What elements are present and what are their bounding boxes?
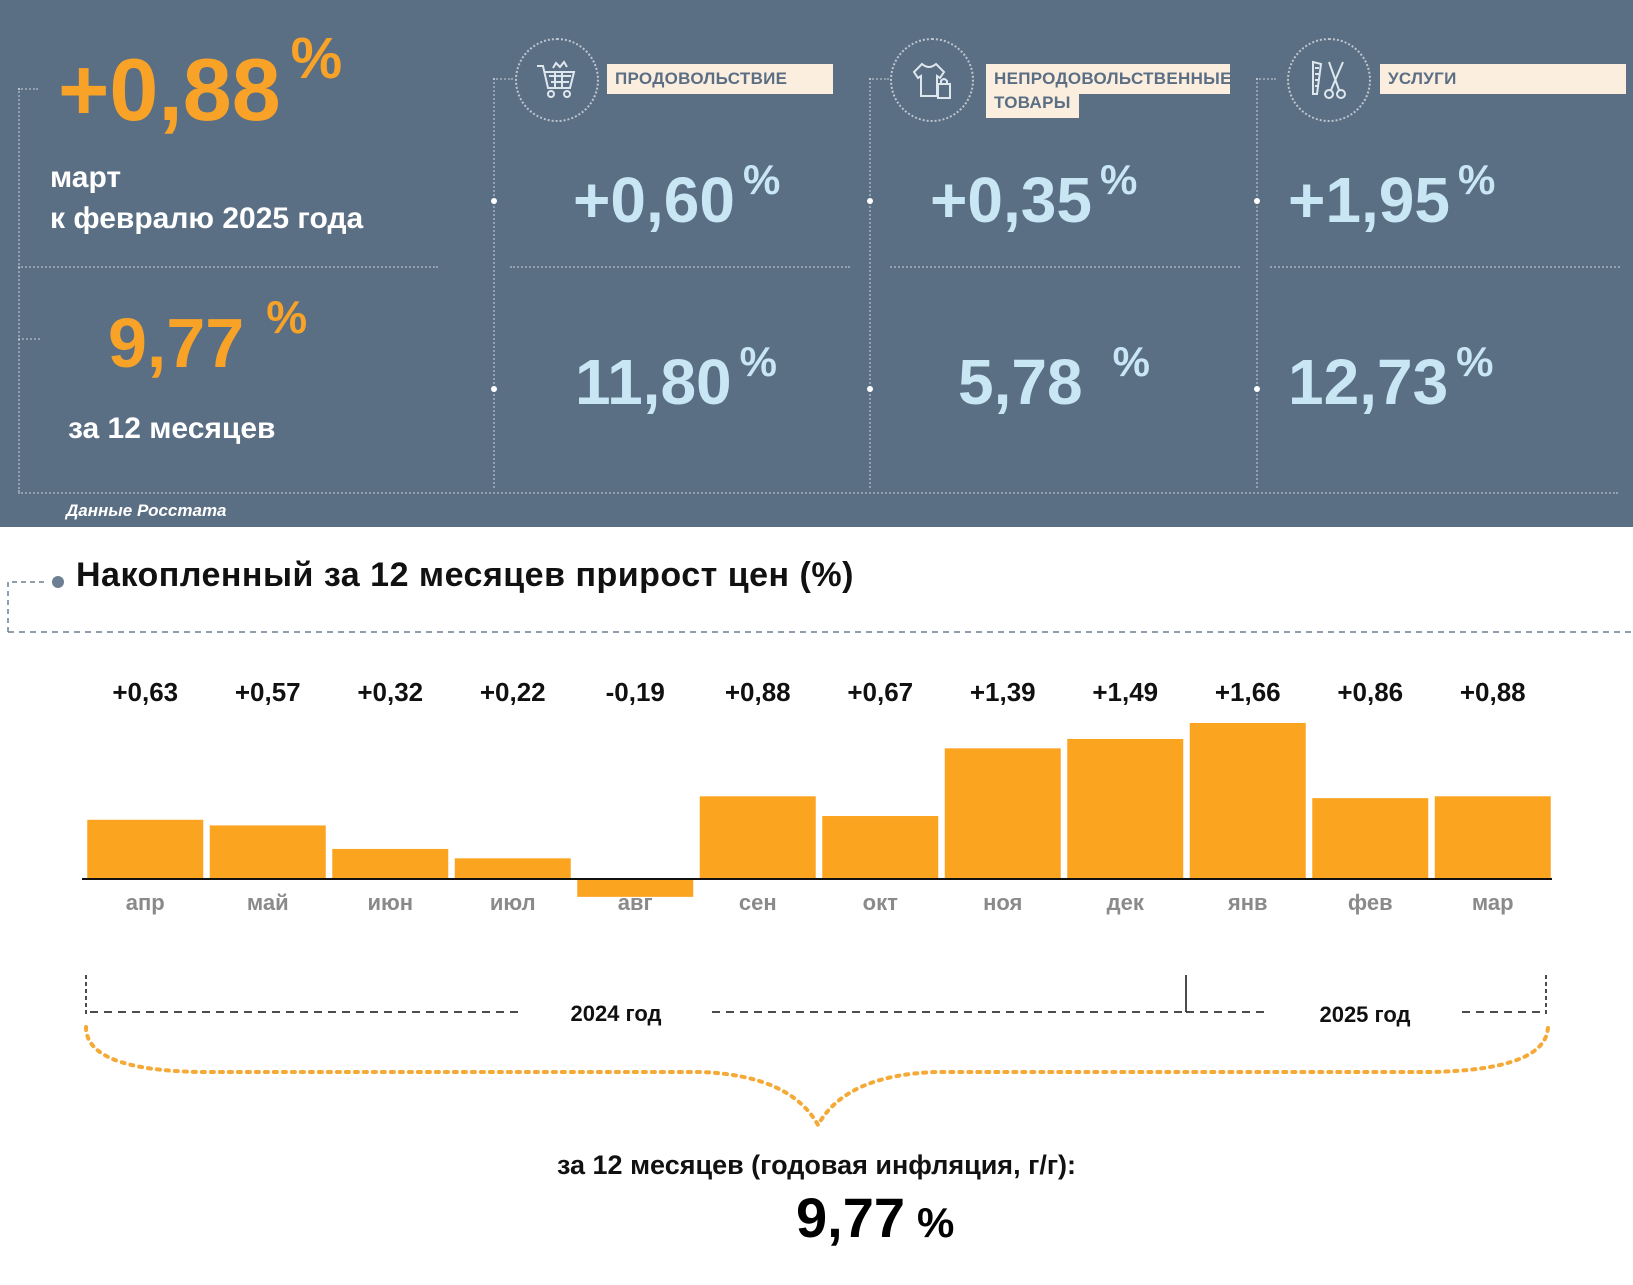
value-label: +0,57: [235, 677, 301, 707]
monthly-inflation-value: +0,88%: [58, 26, 343, 139]
category-label-food: ПРОДОВОЛЬСТВИЕ: [607, 64, 833, 94]
bullet-dot: [1254, 386, 1260, 392]
annual-total-bottom: 9,77%: [796, 1186, 955, 1249]
divider: [1256, 78, 1276, 80]
monthly-caption: март к февралю 2025 года: [50, 158, 363, 239]
annual-caption-bottom: за 12 месяцев (годовая инфляция, г/г):: [556, 1150, 1077, 1180]
shopping-cart-icon: [515, 38, 599, 122]
value-label: +1,49: [1092, 677, 1158, 707]
value-label: +1,39: [970, 677, 1036, 707]
category-label: дек: [1107, 890, 1145, 915]
year-label-2025: 2025 год: [1319, 1002, 1410, 1027]
services-monthly-value: +1,95%: [1288, 156, 1496, 236]
category-label: мар: [1472, 890, 1514, 915]
value-label: +0,86: [1337, 677, 1403, 707]
value-label: +0,63: [112, 677, 178, 707]
divider: [18, 338, 40, 340]
divider: [18, 88, 20, 492]
divider: [1256, 78, 1258, 488]
divider: [1270, 266, 1620, 268]
divider: [510, 266, 850, 268]
bar-окт: [822, 816, 939, 879]
bullet-dot: [1254, 198, 1260, 204]
divider: [18, 88, 38, 90]
category-label: янв: [1227, 890, 1268, 915]
category-label: сен: [739, 890, 777, 915]
bullet-dot: [491, 198, 497, 204]
divider: [890, 266, 1240, 268]
nonfood-annual-value: 5,78%: [958, 338, 1150, 418]
clothing-bag-icon: [890, 38, 974, 122]
divider: [18, 266, 438, 268]
value-label: +0,22: [480, 677, 546, 707]
food-annual-value: 11,80%: [575, 338, 777, 418]
bar-май: [209, 825, 326, 879]
bar-ноя: [944, 748, 1061, 879]
bar-июн: [332, 848, 449, 879]
category-label: май: [247, 890, 289, 915]
nonfood-monthly-value: +0,35%: [930, 156, 1138, 236]
bar-апр: [87, 819, 204, 879]
divider: [493, 78, 513, 80]
category-label: июл: [490, 890, 536, 915]
divider: [18, 492, 1618, 494]
bar-мар: [1434, 796, 1551, 879]
value-label: +0,67: [847, 677, 913, 707]
annual-caption: за 12 месяцев: [68, 412, 276, 445]
summary-panel: +0,88% март к февралю 2025 года 9,77% за…: [0, 0, 1633, 527]
bullet-dot: [491, 386, 497, 392]
bullet-dot: [867, 386, 873, 392]
monthly-caption-line1: март: [50, 161, 122, 194]
category-label: окт: [863, 890, 898, 915]
category-label: фев: [1348, 890, 1393, 915]
bar-дек: [1067, 738, 1184, 879]
orange-brace: [84, 1025, 1550, 1130]
data-source: Данные Росстата: [66, 501, 227, 520]
category-label: ноя: [983, 890, 1022, 915]
chart-title: Накопленный за 12 месяцев прирост цен (%…: [76, 556, 854, 594]
annual-inflation-value: 9,77%: [108, 291, 308, 382]
value-label: +1,66: [1215, 677, 1281, 707]
value-label: -0,19: [606, 677, 665, 707]
value-label: +0,88: [725, 677, 791, 707]
bar-июл: [454, 858, 571, 879]
divider: [869, 78, 871, 488]
category-label: авг: [618, 890, 653, 915]
bar-сен: [699, 796, 816, 879]
divider: [869, 78, 889, 80]
category-label: июн: [367, 890, 413, 915]
year-label-2024: 2024 год: [570, 1001, 661, 1026]
bullet-dot: [867, 198, 873, 204]
services-annual-value: 12,73%: [1288, 338, 1494, 418]
monthly-caption-line2: к февралю 2025 года: [50, 201, 364, 235]
value-label: +0,88: [1460, 677, 1526, 707]
comb-scissors-icon: [1287, 38, 1371, 122]
bar-янв: [1189, 722, 1306, 879]
category-label-nonfood-line2: ТОВАРЫ: [986, 88, 1079, 118]
category-label: апр: [126, 890, 165, 915]
food-monthly-value: +0,60%: [573, 156, 781, 236]
category-label-services: УСЛУГИ: [1380, 64, 1626, 94]
bar-фев: [1312, 798, 1429, 879]
value-label: +0,32: [357, 677, 423, 707]
bar-авг: [577, 879, 694, 897]
divider: [493, 78, 495, 488]
